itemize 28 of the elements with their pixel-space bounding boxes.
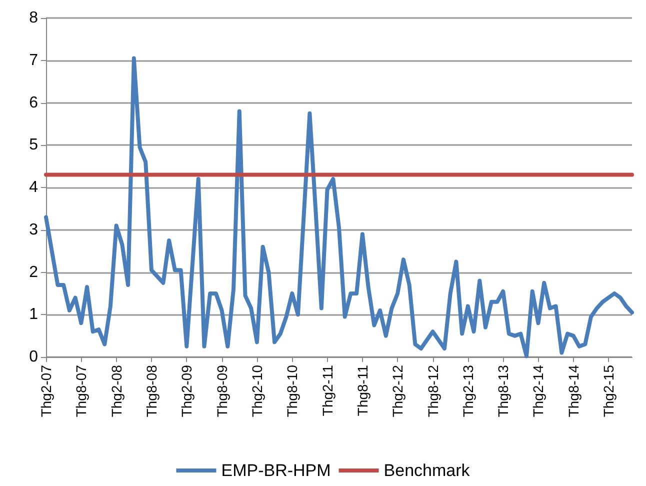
y-tick-label: 3	[29, 221, 38, 238]
x-tick-label: Thg8-13	[495, 364, 512, 418]
y-tick-label: 4	[29, 179, 38, 196]
x-tick-label: Thg8-12	[424, 364, 441, 418]
x-tick-label: Thg8-07	[73, 364, 90, 418]
x-tick-label: Thg8-14	[565, 364, 582, 418]
y-tick-label: 5	[29, 136, 38, 154]
x-tick-label: Thg8-11	[354, 364, 370, 416]
legend-label: Benchmark	[384, 461, 470, 480]
y-tick-label: 0	[29, 348, 38, 366]
y-tick-label: 6	[29, 94, 38, 112]
x-tick-label: Thg8-08	[143, 364, 160, 418]
x-tick-label: Thg2-13	[460, 364, 476, 418]
x-tick-label: Thg8-09	[214, 364, 230, 418]
x-tick-label: Thg8-10	[284, 364, 300, 418]
legend-label: EMP-BR-HPM	[221, 461, 331, 480]
y-tick-label: 1	[29, 306, 38, 324]
x-tick-label: Thg2-11	[319, 364, 336, 416]
y-tick-label: 8	[29, 10, 38, 26]
y-tick-label: 7	[29, 52, 38, 69]
x-tick-label: Thg2-12	[390, 364, 406, 418]
x-tick-label: Thg2-09	[178, 364, 195, 418]
x-tick-label: Thg2-15	[600, 364, 617, 418]
y-tick-label: 2	[29, 264, 38, 281]
x-tick-label: Thg2-14	[530, 364, 546, 418]
x-tick-label: Thg2-10	[248, 364, 265, 418]
x-tick-label: Thg2-07	[38, 364, 54, 418]
x-tick-label: Thg2-08	[108, 364, 124, 418]
